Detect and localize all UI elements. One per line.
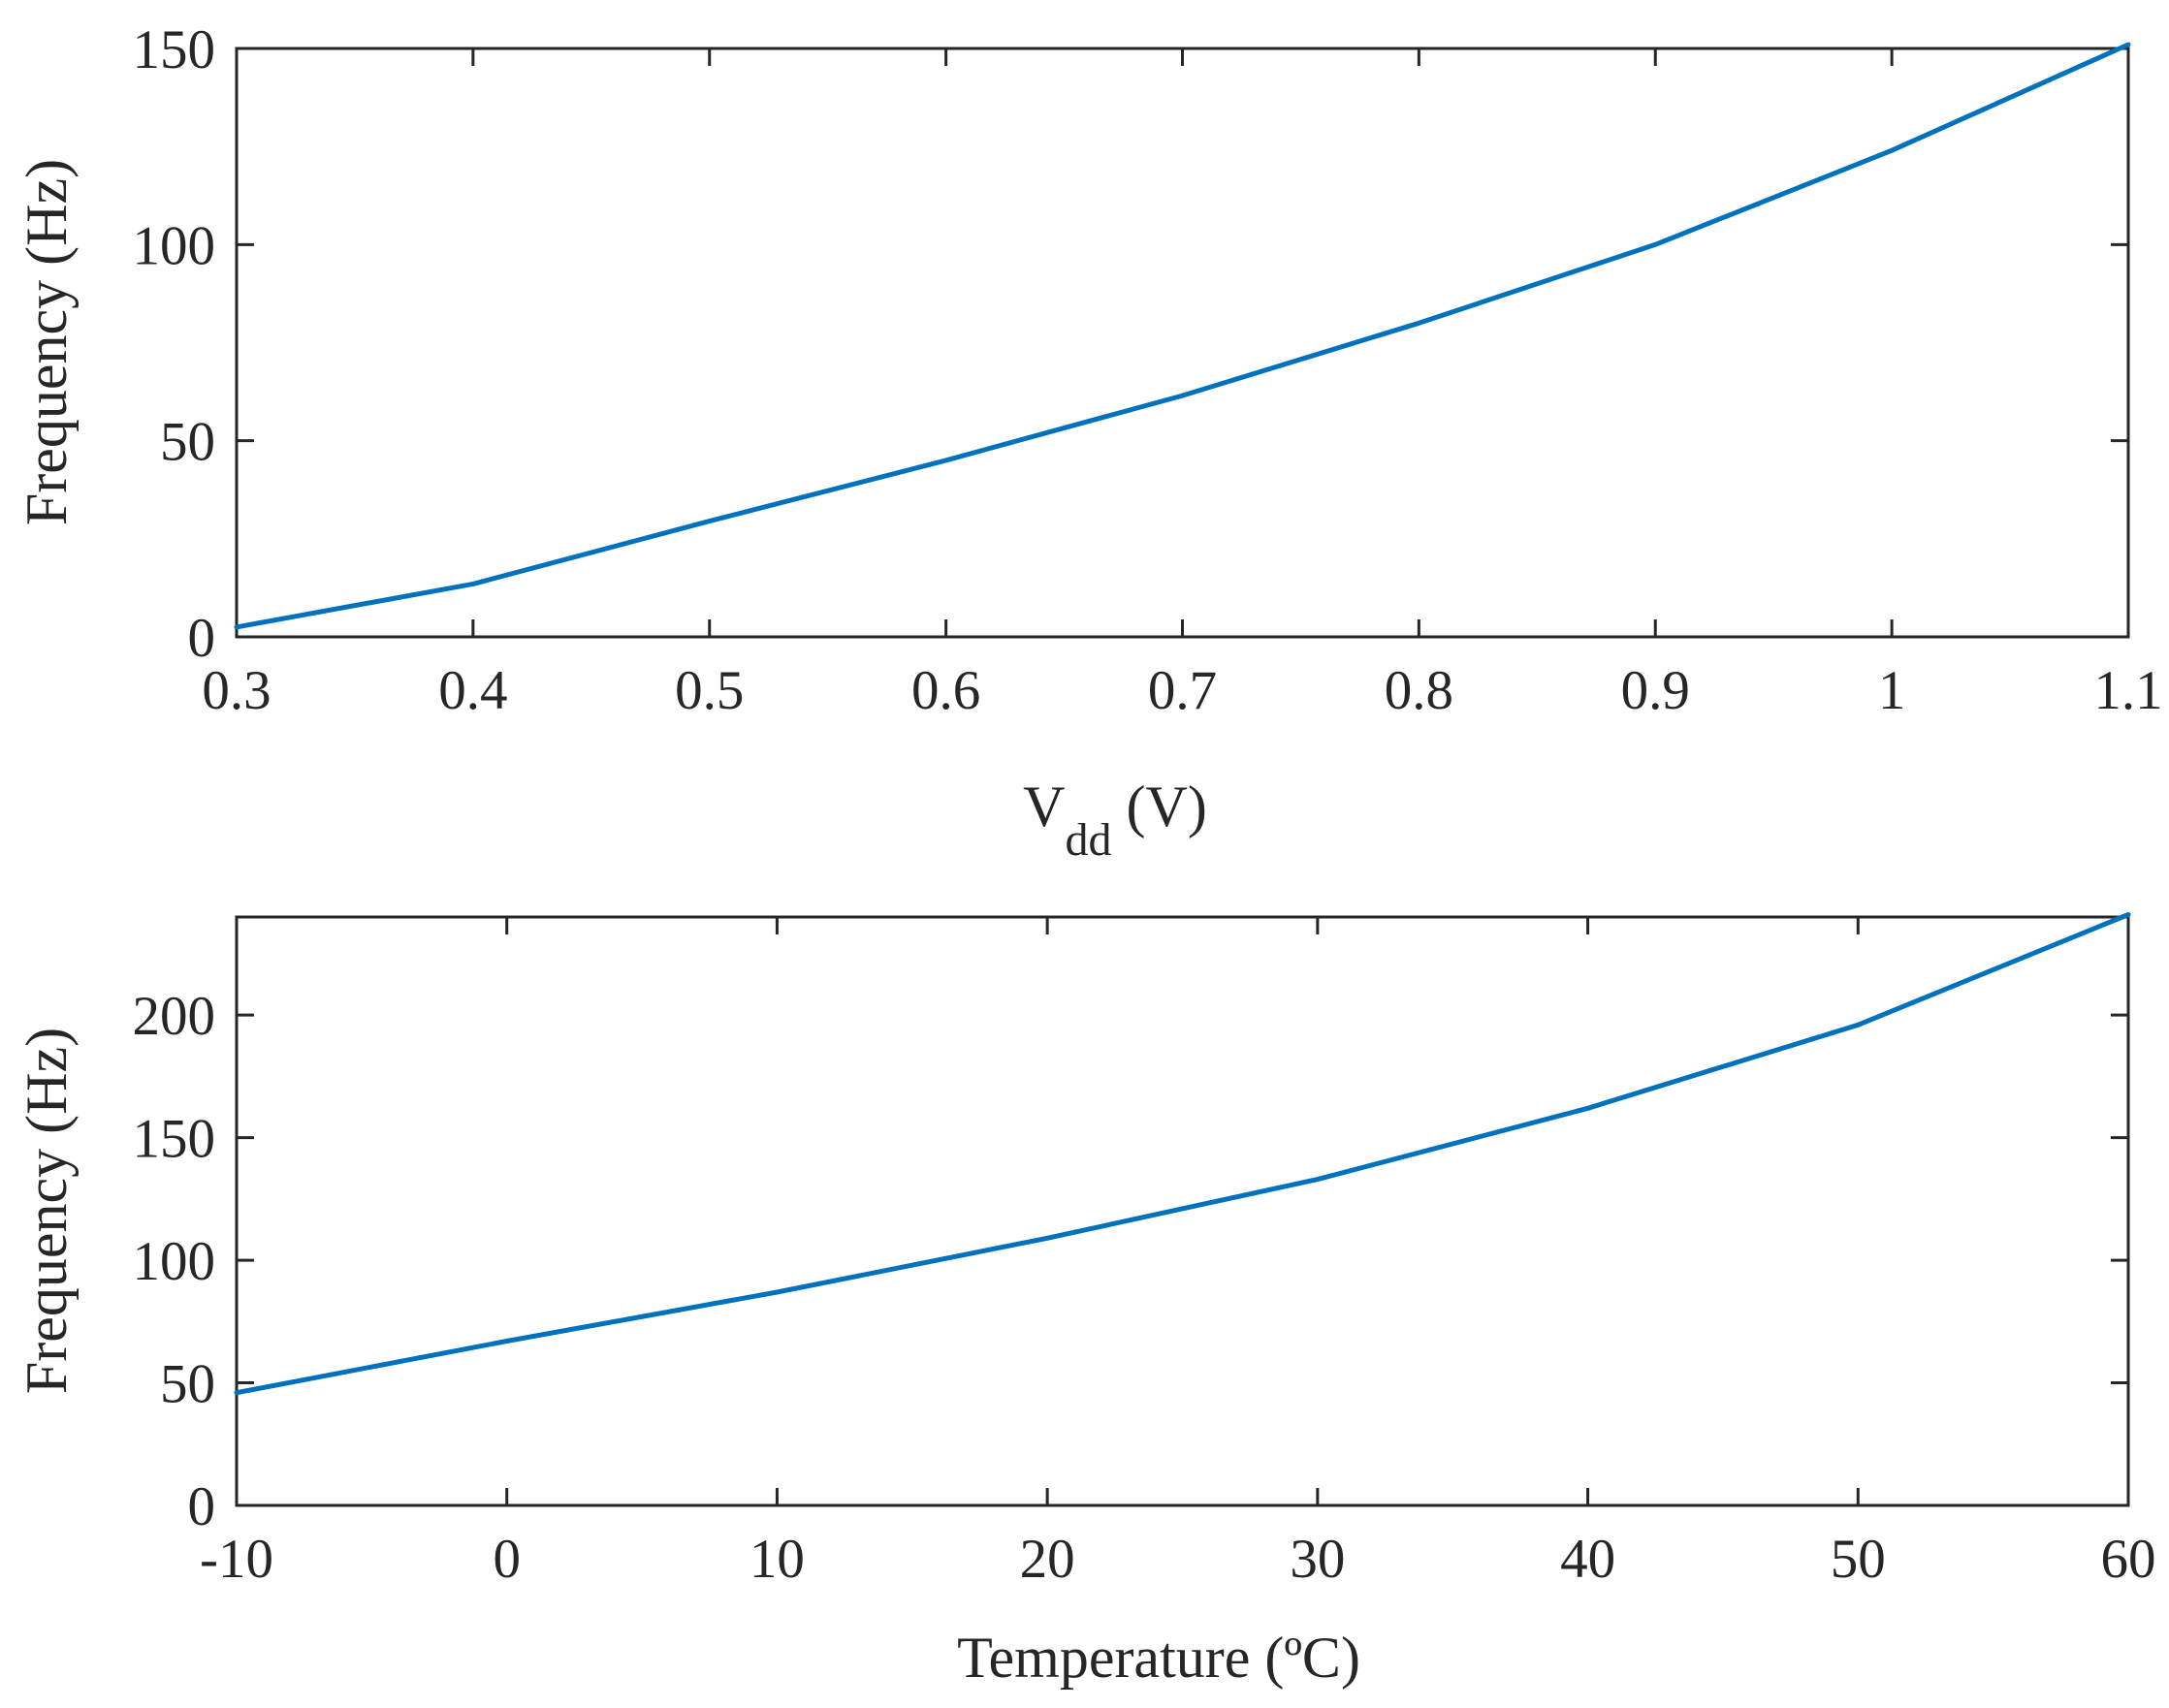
x-axis-label-main: V [1023, 775, 1065, 838]
y-tick-label: 200 [133, 986, 216, 1047]
y-axis-label: Frequency (Hz) [15, 1028, 79, 1394]
y-tick-label: 50 [160, 412, 215, 473]
series-group [234, 42, 2131, 630]
x-ticks: -10 0 10 20 30 40 50 60 [200, 917, 2156, 1590]
x-tick-label: 40 [1560, 1529, 1615, 1590]
x-tick-label: 1 [1878, 660, 1906, 721]
series-line [234, 42, 2131, 630]
x-axis-label: Temperature (ºC) [957, 1626, 1360, 1690]
y-tick-label: 0 [188, 608, 216, 669]
y-tick-label: 100 [133, 215, 216, 276]
y-tick-label: 150 [133, 1109, 216, 1170]
x-axis-label-subscript: dd [1066, 814, 1112, 866]
x-tick-label: 10 [750, 1529, 805, 1590]
x-axis-label-unit: (V) [1112, 775, 1207, 838]
x-tick-label: 20 [1020, 1529, 1075, 1590]
x-tick-label: 50 [1831, 1529, 1886, 1590]
y-tick-label: 0 [188, 1476, 216, 1537]
y-tick-label: 100 [133, 1231, 216, 1292]
series-line [234, 912, 2131, 1396]
x-tick-label: -10 [200, 1529, 273, 1590]
vdd-frequency-chart: 0.3 0.4 0.5 0.6 0.7 0.8 0.9 1 1.1 0 50 100 150 Vdd … [15, 19, 2163, 866]
x-tick-label: 0.4 [438, 660, 507, 721]
plot-frame [235, 47, 2130, 639]
x-tick-label: 0.9 [1621, 660, 1690, 721]
x-tick-label: 0.6 [911, 660, 980, 721]
x-tick-label: 0.5 [675, 660, 744, 721]
x-axis-label: Vdd (V) [1023, 775, 1207, 866]
series-group [234, 912, 2131, 1396]
plot-frame [235, 915, 2130, 1507]
y-ticks: 0 50 100 150 200 [133, 986, 2128, 1537]
x-tick-label: 60 [2101, 1529, 2156, 1590]
y-axis-label: Frequency (Hz) [15, 159, 79, 525]
x-tick-label: 0 [493, 1529, 521, 1590]
y-tick-label: 150 [133, 19, 216, 80]
x-tick-label: 0.7 [1148, 660, 1217, 721]
x-tick-label: 0.3 [202, 660, 271, 721]
y-ticks: 0 50 100 150 [133, 19, 2128, 669]
y-tick-label: 50 [160, 1354, 215, 1415]
x-ticks: 0.3 0.4 0.5 0.6 0.7 0.8 0.9 1 1.1 [202, 48, 2163, 721]
x-tick-label: 30 [1290, 1529, 1345, 1590]
x-tick-label: 1.1 [2093, 660, 2162, 721]
x-tick-label: 0.8 [1385, 660, 1453, 721]
